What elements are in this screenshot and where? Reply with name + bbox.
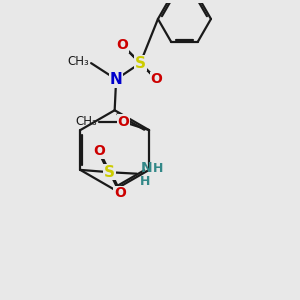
Text: O: O: [117, 115, 129, 129]
Text: S: S: [135, 56, 146, 70]
Text: O: O: [93, 144, 105, 158]
Text: S: S: [104, 165, 115, 180]
Text: H: H: [153, 162, 163, 175]
Text: O: O: [114, 186, 126, 200]
Text: H: H: [140, 176, 151, 188]
Text: O: O: [151, 72, 162, 86]
Text: CH₃: CH₃: [76, 116, 98, 128]
Text: O: O: [116, 38, 128, 52]
Text: N: N: [110, 72, 122, 87]
Text: CH₃: CH₃: [67, 55, 89, 68]
Text: N: N: [140, 161, 152, 176]
